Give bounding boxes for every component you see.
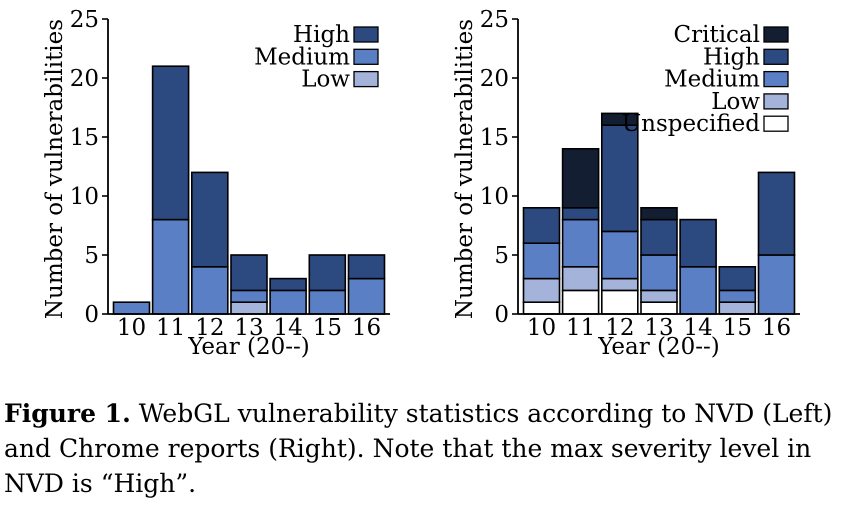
- legend-label-medium: Medium: [664, 67, 760, 93]
- bar-segment-low-13: [230, 301, 268, 315]
- bar-segment-high-11: [561, 207, 600, 221]
- y-tick-label: 0: [494, 302, 509, 328]
- x-tick-label: 15: [313, 315, 342, 341]
- y-axis-label: Number of vulnerabilities: [42, 19, 68, 319]
- bar-segment-high-16: [757, 171, 796, 256]
- caption-text: WebGL vulnerability statistics according…: [4, 399, 833, 498]
- x-tick-label: 12: [605, 315, 634, 341]
- bar-segment-unspecified-13: [640, 301, 678, 315]
- bar-segment-high-14: [679, 218, 717, 268]
- x-tick-label: 14: [684, 315, 713, 341]
- x-tick-label: 10: [117, 315, 146, 341]
- legend-swatch-high: [353, 26, 379, 43]
- bar-segment-high-14: [269, 277, 307, 292]
- x-tick-label: 11: [566, 315, 595, 341]
- y-tick-label: 25: [480, 7, 509, 33]
- bar-segment-high-12: [191, 171, 229, 268]
- bar-segment-medium-16: [347, 277, 386, 315]
- bar-segment-low-10: [522, 277, 561, 304]
- legend-label-low: Low: [301, 67, 350, 93]
- y-tick-label: 15: [70, 125, 99, 151]
- y-tick-label: 0: [84, 302, 99, 328]
- bar-segment-medium-10: [522, 242, 561, 280]
- y-tick-label: 10: [70, 184, 99, 210]
- x-tick-label: 12: [195, 315, 224, 341]
- chart-chrome: 0 5 10 15 20 25 10 11 12 13 14 15 16 Year (20--) Numbe…: [452, 7, 800, 360]
- bar-segment-high-13: [230, 254, 268, 292]
- bar-segment-medium-11: [151, 218, 190, 315]
- legend-label-medium: Medium: [254, 44, 350, 70]
- y-tick-label: 5: [84, 243, 99, 269]
- y-tick-label: 25: [70, 7, 99, 33]
- y-axis-label: Number of vulnerabilities: [452, 19, 478, 319]
- x-tick-label: 14: [274, 315, 303, 341]
- bar-segment-medium-15: [308, 289, 347, 315]
- bar-segment-medium-10: [112, 301, 151, 315]
- legend-swatch-high: [763, 48, 789, 65]
- x-axis-label: Year (20--): [187, 334, 310, 360]
- legend-label-high: High: [293, 22, 350, 48]
- x-tick-label: 13: [644, 315, 673, 341]
- bar-segment-high-11: [151, 65, 190, 221]
- bar-segment-unspecified-11: [561, 289, 600, 315]
- x-tick-label: 16: [352, 315, 381, 341]
- caption-label: Figure 1.: [4, 399, 131, 428]
- x-tick-label: 15: [723, 315, 752, 341]
- bar-segment-critical-11: [561, 148, 600, 209]
- bar-segment-low-11: [561, 265, 600, 292]
- y-tick-label: 10: [480, 184, 509, 210]
- figure-charts: 0 5 10 15 20 25 10 11 12 13 14 15 16 Year (20--) Numbe…: [42, 7, 800, 360]
- bar-segment-high-13: [640, 218, 678, 256]
- bar-segment-low-15: [718, 301, 757, 315]
- bar-segment-high-12: [600, 124, 639, 233]
- bar-segment-medium-11: [561, 218, 600, 268]
- chart-nvd: 0 5 10 15 20 25 10 11 12 13 14 15 16 Year (20--) Numbe…: [42, 7, 390, 360]
- legend-swatch-unspecified: [763, 115, 789, 132]
- legend-swatch-medium: [763, 70, 789, 88]
- x-tick-label: 11: [156, 315, 185, 341]
- legend-label-critical: Critical: [674, 22, 761, 48]
- bar-segment-medium-14: [679, 265, 717, 315]
- x-tick-label: 13: [234, 315, 263, 341]
- legend-label-low: Low: [711, 89, 760, 115]
- figure-caption: Figure 1. WebGL vulnerability statistics…: [4, 396, 840, 501]
- bar-segment-low-13: [640, 289, 678, 303]
- bar-segment-unspecified-12: [600, 289, 639, 315]
- bar-segment-high-15: [718, 265, 757, 292]
- bar-segment-medium-15: [718, 289, 757, 303]
- legend-swatch-low: [763, 93, 789, 110]
- bar-segment-medium-13: [640, 254, 678, 292]
- bar-segment-medium-16: [757, 254, 796, 315]
- legend-swatch-low: [353, 70, 379, 88]
- y-tick-label: 20: [480, 66, 509, 92]
- x-axis-label: Year (20--): [597, 334, 720, 360]
- bar-segment-medium-12: [600, 230, 639, 280]
- bar-segment-high-15: [308, 254, 347, 292]
- bar-segment-medium-12: [191, 265, 229, 315]
- legend-label-high: High: [703, 44, 760, 70]
- bar-segment-critical-13: [640, 207, 678, 221]
- bar-segment-high-16: [347, 254, 386, 280]
- x-tick-label: 10: [527, 315, 556, 341]
- bar-segment-medium-13: [230, 289, 268, 303]
- bar-segment-low-12: [600, 277, 639, 292]
- bar-segment-critical-12: [600, 112, 639, 127]
- bar-segment-unspecified-10: [522, 301, 561, 315]
- legend-label-unspecified: Unspecified: [622, 111, 761, 137]
- bar-segment-high-10: [522, 207, 561, 245]
- y-tick-label: 5: [494, 243, 509, 269]
- x-tick-label: 16: [762, 315, 791, 341]
- legend-swatch-critical: [763, 26, 789, 43]
- bar-segment-medium-14: [269, 289, 307, 315]
- legend-swatch-medium: [353, 48, 379, 65]
- y-tick-label: 15: [480, 125, 509, 151]
- y-tick-label: 20: [70, 66, 99, 92]
